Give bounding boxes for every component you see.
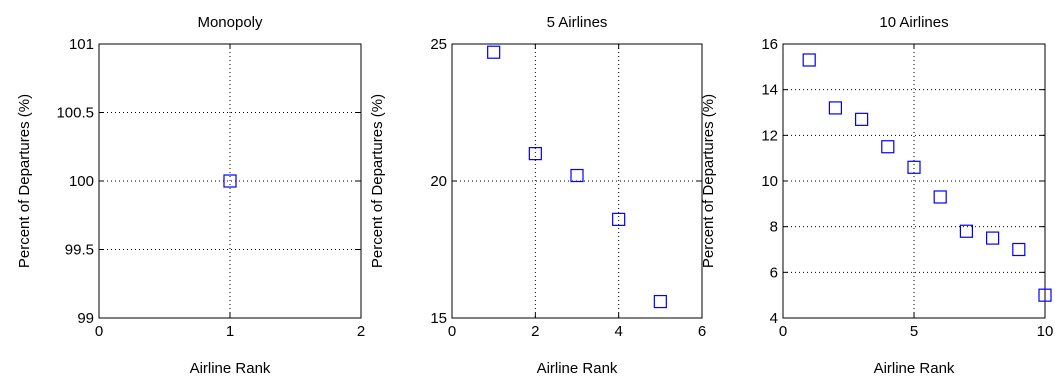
- data-point: [653, 294, 667, 309]
- y-tick-label: 6: [770, 264, 778, 281]
- y-tick-label: 8: [770, 219, 778, 236]
- chart-title: Monopoly: [197, 14, 263, 31]
- data-point: [487, 45, 501, 59]
- y-tick-label: 10: [761, 173, 778, 190]
- y-tick-label: 25: [430, 36, 447, 53]
- x-tick-label: 6: [698, 323, 706, 340]
- y-tick-label: 99: [77, 310, 94, 327]
- y-tick-label: 14: [761, 82, 778, 99]
- data-point: [528, 147, 542, 161]
- data-point: [907, 160, 921, 174]
- x-tick-label: 0: [448, 323, 456, 340]
- y-tick-label: 99.5: [65, 242, 94, 259]
- data-point: [828, 101, 843, 115]
- x-axis-label: Airline Rank: [190, 360, 271, 377]
- data-point: [854, 112, 869, 126]
- y-tick-label: 101: [69, 36, 94, 53]
- y-tick-label: 12: [761, 127, 778, 144]
- data-point: [959, 224, 974, 238]
- chart-title: 5 Airlines: [547, 14, 608, 31]
- y-axis-label: Percent of Departures (%): [700, 94, 717, 268]
- data-point: [985, 231, 1000, 245]
- y-axis-label: Percent of Departures (%): [369, 94, 386, 268]
- y-axis-label: Percent of Departures (%): [16, 94, 33, 268]
- chart-panel-2: 0 2 4 6 15 20 25 5 Airlines Airline Rank Percent …: [369, 14, 706, 377]
- data-point: [570, 168, 584, 183]
- y-tick-label: 100.5: [56, 105, 94, 122]
- chart-panel-1: 0 1 2 99 99.5 100 100.5 101 Monopoly Airline Rank…: [16, 14, 365, 377]
- x-tick-label: 2: [531, 323, 539, 340]
- x-tick-label: 1: [226, 323, 234, 340]
- data-point: [881, 140, 895, 154]
- y-tick-label: 15: [430, 310, 447, 327]
- x-tick-label: 0: [95, 323, 103, 340]
- data-point: [933, 190, 947, 204]
- data-point: [1038, 288, 1052, 302]
- chart-panel-3: 0 5 10 4 6 8 10 12 14 16 10 Airlines Airline Rank Pe…: [700, 14, 1053, 377]
- x-tick-label: 2: [357, 323, 365, 340]
- y-tick-label: 4: [770, 310, 778, 327]
- x-tick-label: 5: [910, 323, 918, 340]
- x-tick-label: 0: [779, 323, 787, 340]
- x-axis-label: Airline Rank: [537, 360, 618, 377]
- y-tick-label: 20: [430, 173, 447, 190]
- data-point: [612, 212, 626, 226]
- chart-title: 10 Airlines: [879, 14, 948, 31]
- data-point: [223, 174, 237, 188]
- x-axis-label: Airline Rank: [874, 360, 955, 377]
- data-point: [1012, 242, 1026, 257]
- data-point: [802, 53, 816, 67]
- x-tick-label: 10: [1037, 323, 1054, 340]
- y-tick-label: 100: [69, 173, 94, 190]
- x-tick-label: 4: [614, 323, 622, 340]
- y-tick-label: 16: [761, 36, 778, 53]
